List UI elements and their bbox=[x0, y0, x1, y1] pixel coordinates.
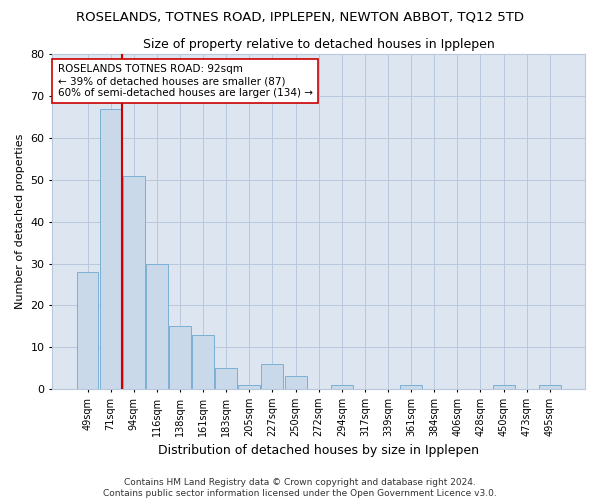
X-axis label: Distribution of detached houses by size in Ipplepen: Distribution of detached houses by size … bbox=[158, 444, 479, 458]
Title: Size of property relative to detached houses in Ipplepen: Size of property relative to detached ho… bbox=[143, 38, 494, 51]
Bar bbox=[192, 334, 214, 389]
Bar bbox=[77, 272, 98, 389]
Bar bbox=[493, 385, 515, 389]
Y-axis label: Number of detached properties: Number of detached properties bbox=[15, 134, 25, 310]
Bar bbox=[100, 109, 122, 389]
Bar bbox=[331, 385, 353, 389]
Bar bbox=[146, 264, 168, 389]
Bar bbox=[262, 364, 283, 389]
Text: ROSELANDS TOTNES ROAD: 92sqm
← 39% of detached houses are smaller (87)
60% of se: ROSELANDS TOTNES ROAD: 92sqm ← 39% of de… bbox=[58, 64, 313, 98]
Bar bbox=[123, 176, 145, 389]
Bar bbox=[539, 385, 561, 389]
Bar bbox=[238, 385, 260, 389]
Bar bbox=[400, 385, 422, 389]
Text: Contains HM Land Registry data © Crown copyright and database right 2024.
Contai: Contains HM Land Registry data © Crown c… bbox=[103, 478, 497, 498]
Bar bbox=[215, 368, 237, 389]
Bar bbox=[284, 376, 307, 389]
Bar bbox=[169, 326, 191, 389]
Text: ROSELANDS, TOTNES ROAD, IPPLEPEN, NEWTON ABBOT, TQ12 5TD: ROSELANDS, TOTNES ROAD, IPPLEPEN, NEWTON… bbox=[76, 11, 524, 24]
